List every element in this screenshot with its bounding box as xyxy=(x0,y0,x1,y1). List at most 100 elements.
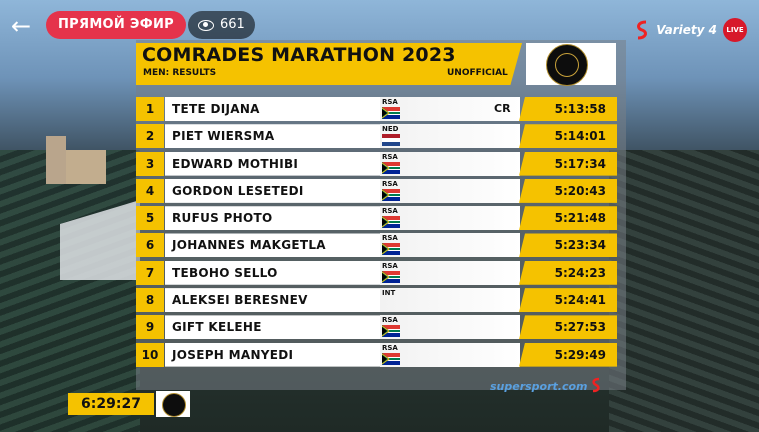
rsa-flag-icon xyxy=(382,216,400,229)
building xyxy=(46,136,66,184)
rsa-flag-icon xyxy=(382,107,400,119)
supersport-watermark-icon xyxy=(592,377,600,393)
country-code: RSA xyxy=(382,207,398,216)
results-list: 1 TETE DIJANA RSA CR 5:13:58 2 PIET WIERSMA NED… xyxy=(136,97,617,370)
finish-time: 5:21:48 xyxy=(554,211,606,226)
position: 5 xyxy=(136,206,164,231)
result-row: 8 ALEKSEI BERESNEV INT 5:24:41 xyxy=(136,288,617,313)
country-code: RSA xyxy=(382,234,398,243)
athlete-name: JOHANNES MAKGETLA xyxy=(172,238,326,253)
finish-time: 5:20:43 xyxy=(554,183,606,198)
rsa-flag-icon xyxy=(382,270,400,283)
time-cell xyxy=(519,233,617,258)
result-row: 6 JOHANNES MAKGETLA RSA 5:23:34 xyxy=(136,233,617,258)
flag-cell xyxy=(380,260,520,285)
flag-cell xyxy=(380,151,520,176)
rsa-flag-icon xyxy=(382,352,400,365)
position: 1 xyxy=(136,97,164,121)
finish-time: 5:24:41 xyxy=(554,293,606,308)
finish-time: 5:27:53 xyxy=(554,320,606,335)
flag-cell xyxy=(380,178,520,203)
channel-name: Variety 4 xyxy=(656,23,717,37)
country-code: RSA xyxy=(382,179,398,188)
athlete-name: ALEKSEI BERESNEV xyxy=(172,293,308,308)
result-row: 5 RUFUS PHOTO RSA 5:21:48 xyxy=(136,206,617,231)
athlete-name: PIET WIERSMA xyxy=(172,129,275,144)
supersport-logo-icon xyxy=(637,20,648,40)
time-cell xyxy=(519,288,617,313)
time-cell xyxy=(519,124,617,149)
board-title: COMRADES MARATHON 2023 xyxy=(142,44,456,66)
time-cell xyxy=(519,97,617,121)
comrades-emblem xyxy=(526,43,616,86)
rsa-flag-icon xyxy=(382,243,400,256)
athlete-name: TEBOHO SELLO xyxy=(172,265,278,280)
athlete-name: RUFUS PHOTO xyxy=(172,211,273,226)
comrades-logo-icon xyxy=(162,393,186,417)
time-cell xyxy=(519,151,617,176)
channel-branding: Variety 4 LIVE xyxy=(634,18,747,42)
athlete-name: EDWARD MOTHIBI xyxy=(172,156,299,171)
country-code: RSA xyxy=(382,261,398,270)
stadium-stands-right xyxy=(609,150,759,432)
comrades-logo-icon xyxy=(546,44,588,86)
rsa-flag-icon xyxy=(382,188,400,201)
flag-cell xyxy=(380,97,520,121)
position: 6 xyxy=(136,233,164,258)
back-arrow-icon[interactable]: ← xyxy=(10,12,32,40)
rsa-flag-icon xyxy=(382,161,400,174)
live-broadcast-badge[interactable]: ПРЯМОЙ ЭФИР xyxy=(46,11,186,39)
result-row: 10 JOSEPH MANYEDI RSA 5:29:49 xyxy=(136,342,617,367)
country-code: RSA xyxy=(382,316,398,325)
position: 4 xyxy=(136,178,164,203)
race-clock: 6:29:27 xyxy=(68,393,154,415)
live-badge: LIVE xyxy=(723,18,747,42)
result-row: 3 EDWARD MOTHIBI RSA 5:17:34 xyxy=(136,151,617,176)
watermark: supersport.com xyxy=(490,380,588,393)
finish-time: 5:17:34 xyxy=(554,156,606,171)
country-code: INT xyxy=(382,289,396,298)
finish-time: 5:14:01 xyxy=(554,129,606,144)
viewer-count: 661 xyxy=(188,11,255,39)
flag-cell xyxy=(380,124,520,149)
athlete-name: GORDON LESETEDI xyxy=(172,183,304,198)
finish-time: 5:23:34 xyxy=(554,238,606,253)
stadium-stands-left xyxy=(0,150,140,432)
country-code: RSA xyxy=(382,343,398,352)
result-row: 7 TEBOHO SELLO RSA 5:24:23 xyxy=(136,260,617,285)
time-cell xyxy=(519,206,617,231)
result-row: 1 TETE DIJANA RSA CR 5:13:58 xyxy=(136,97,617,121)
country-code: RSA xyxy=(382,152,398,161)
result-row: 4 GORDON LESETEDI RSA 5:20:43 xyxy=(136,178,617,203)
ned-flag-icon xyxy=(382,134,400,147)
position: 2 xyxy=(136,124,164,149)
record-note: CR xyxy=(494,102,511,115)
viewer-count-value: 661 xyxy=(220,17,245,32)
board-status: UNOFFICIAL xyxy=(447,68,508,78)
athlete-name: JOSEPH MANYEDI xyxy=(172,347,294,362)
time-cell xyxy=(519,315,617,340)
flag-cell xyxy=(380,315,520,340)
time-cell xyxy=(519,178,617,203)
result-row: 9 GIFT KELEHE RSA 5:27:53 xyxy=(136,315,617,340)
athlete-name: TETE DIJANA xyxy=(172,102,260,116)
finish-time: 5:24:23 xyxy=(554,265,606,280)
eye-icon xyxy=(198,19,214,31)
position: 8 xyxy=(136,288,164,313)
flag-cell xyxy=(380,288,520,313)
time-cell xyxy=(519,260,617,285)
flag-cell xyxy=(380,342,520,367)
position: 9 xyxy=(136,315,164,340)
finish-time: 5:29:49 xyxy=(554,347,606,362)
result-row: 2 PIET WIERSMA NED 5:14:01 xyxy=(136,124,617,149)
board-subtitle: MEN: RESULTS xyxy=(143,68,217,78)
athlete-name: GIFT KELEHE xyxy=(172,320,262,335)
country-code: NED xyxy=(382,125,399,134)
clock-emblem xyxy=(156,391,190,417)
title-bar xyxy=(136,43,522,85)
time-cell xyxy=(519,342,617,367)
position: 3 xyxy=(136,151,164,176)
rsa-flag-icon xyxy=(382,325,400,338)
country-code: RSA xyxy=(382,98,398,106)
flag-cell xyxy=(380,206,520,231)
